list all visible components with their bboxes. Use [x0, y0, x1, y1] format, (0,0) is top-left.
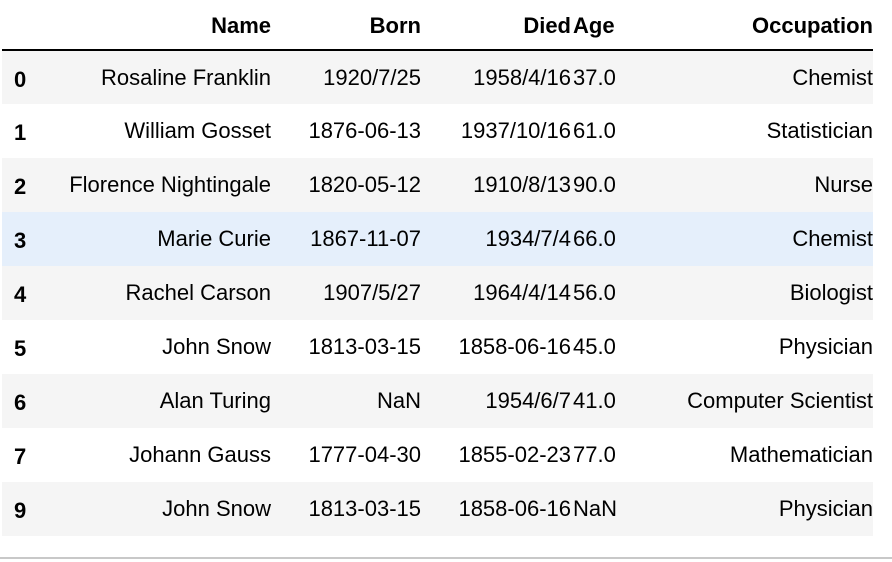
- cell-name: Rosaline Franklin: [101, 64, 271, 90]
- cell-name: Alan Turing: [159, 388, 271, 413]
- cell-occupation: Physician: [778, 496, 873, 521]
- row-index: 3: [14, 228, 27, 253]
- cell-occupation: Biologist: [789, 280, 873, 305]
- table-header: Name Born Died Age Occupation: [2, 0, 873, 51]
- cell-age: 77.0: [573, 442, 616, 467]
- table-row: 2 Florence Nightingale 1820-05-12 1910/8…: [2, 158, 873, 212]
- table-row: 0 Rosaline Franklin 1920/7/25 1958/4/16 …: [2, 50, 873, 104]
- cell-age: 66.0: [573, 226, 616, 251]
- row-index: 4: [14, 282, 27, 307]
- table-row: 7 Johann Gauss 1777-04-30 1855-02-23 77.…: [2, 428, 873, 482]
- column-header-died: Died: [421, 0, 571, 51]
- column-header-age: Age: [571, 0, 642, 51]
- cell-age: 61.0: [573, 118, 616, 143]
- cell-born: 1813-03-15: [308, 334, 421, 359]
- cell-born: 1777-04-30: [308, 442, 421, 467]
- row-index: 5: [14, 336, 27, 361]
- output-bottom-divider: [0, 557, 892, 559]
- cell-age: 90.0: [573, 172, 616, 197]
- row-index: 0: [14, 66, 27, 92]
- cell-born: NaN: [376, 388, 421, 413]
- cell-died: 1937/10/16: [460, 118, 571, 143]
- cell-born: 1907/5/27: [323, 280, 421, 305]
- row-index: 6: [14, 390, 27, 415]
- cell-occupation: Nurse: [814, 172, 873, 197]
- table-row: 4 Rachel Carson 1907/5/27 1964/4/14 56.0…: [2, 266, 873, 320]
- cell-name: Marie Curie: [157, 226, 271, 251]
- table-row: 1 William Gosset 1876-06-13 1937/10/16 6…: [2, 104, 873, 158]
- cell-born: 1813-03-15: [308, 496, 421, 521]
- cell-name: John Snow: [162, 496, 271, 521]
- cell-age: 37.0: [573, 64, 616, 90]
- table-body: 0 Rosaline Franklin 1920/7/25 1958/4/16 …: [2, 50, 873, 536]
- table-row: 3 Marie Curie 1867-11-07 1934/7/4 66.0 C…: [2, 212, 873, 266]
- cell-died: 1958/4/16: [473, 64, 571, 90]
- cell-died: 1954/6/7: [485, 388, 571, 413]
- cell-born: 1920/7/25: [323, 64, 421, 90]
- cell-occupation: Statistician: [766, 118, 873, 143]
- index-header: [2, 0, 49, 51]
- cell-died: 1855-02-23: [458, 442, 571, 467]
- column-header-occupation: Occupation: [642, 0, 873, 51]
- cell-occupation: Chemist: [792, 226, 873, 251]
- row-index: 9: [14, 498, 27, 523]
- row-index: 2: [14, 174, 27, 199]
- cell-occupation: Computer Scientist: [687, 388, 873, 413]
- cell-died: 1858-06-16: [458, 334, 571, 359]
- dataframe-table: Name Born Died Age Occupation 0 Rosaline…: [2, 0, 873, 536]
- cell-age: 56.0: [573, 280, 616, 305]
- cell-died: 1934/7/4: [485, 226, 571, 251]
- cell-born: 1876-06-13: [308, 118, 421, 143]
- cell-occupation: Chemist: [792, 64, 873, 90]
- cell-died: 1964/4/14: [473, 280, 571, 305]
- cell-age: 45.0: [573, 334, 616, 359]
- cell-name: Florence Nightingale: [69, 172, 271, 197]
- cell-name: Rachel Carson: [125, 280, 271, 305]
- table-row: 9 John Snow 1813-03-15 1858-06-16 NaN Ph…: [2, 482, 873, 536]
- cell-age: NaN: [573, 496, 618, 521]
- cell-born: 1867-11-07: [310, 226, 421, 251]
- table-row: 6 Alan Turing NaN 1954/6/7 41.0 Computer…: [2, 374, 873, 428]
- column-header-name: Name: [49, 0, 271, 51]
- column-header-born: Born: [271, 0, 421, 51]
- cell-died: 1858-06-16: [458, 496, 571, 521]
- cell-died: 1910/8/13: [473, 172, 571, 197]
- cell-occupation: Mathematician: [729, 442, 873, 467]
- cell-name: Johann Gauss: [129, 442, 271, 467]
- cell-age: 41.0: [573, 388, 616, 413]
- header-row: Name Born Died Age Occupation: [2, 0, 873, 51]
- cell-born: 1820-05-12: [308, 172, 421, 197]
- row-index: 1: [14, 120, 27, 145]
- cell-name: John Snow: [162, 334, 271, 359]
- cell-name: William Gosset: [124, 118, 271, 143]
- row-index: 7: [14, 444, 27, 469]
- cell-occupation: Physician: [778, 334, 873, 359]
- table-row: 5 John Snow 1813-03-15 1858-06-16 45.0 P…: [2, 320, 873, 374]
